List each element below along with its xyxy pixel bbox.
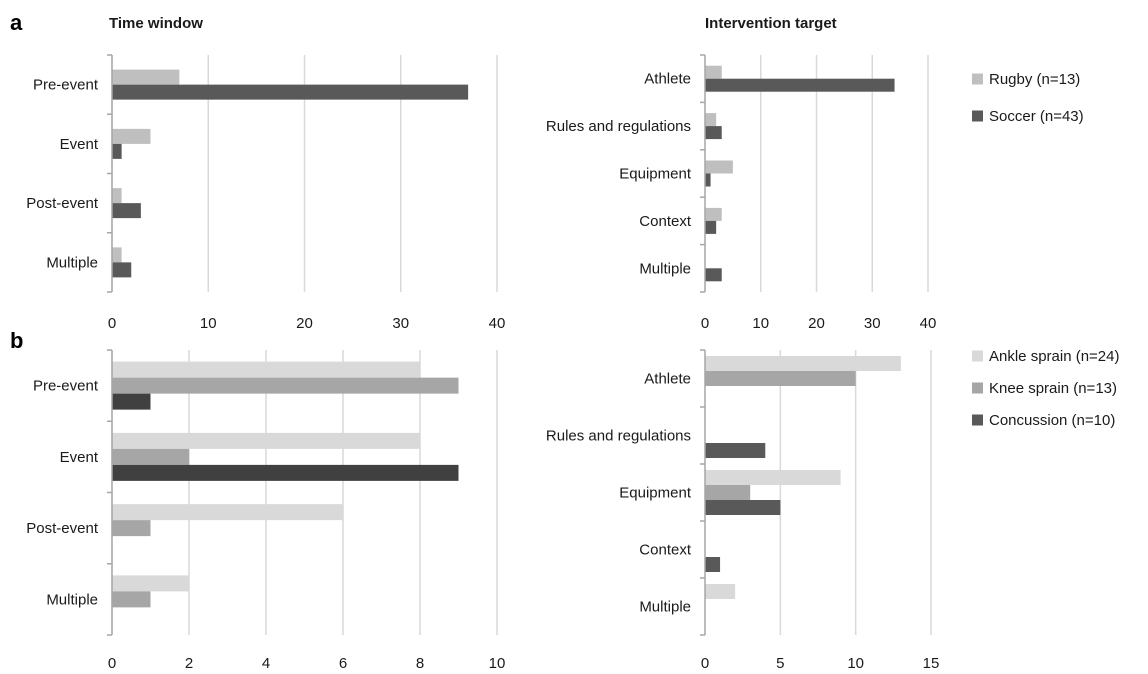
legend-swatch [972,73,983,85]
bar [705,371,856,386]
bar [705,207,722,221]
bar [705,173,711,187]
category-label: Equipment [619,166,692,183]
tick-label: 0 [108,315,116,332]
tick-label: 15 [923,655,940,672]
tick-label: 30 [392,315,409,332]
bar [705,443,766,458]
tick-label: 30 [864,315,881,332]
bar [112,84,469,100]
bar [705,126,722,140]
tick-label: 10 [200,315,217,332]
category-label: Multiple [639,599,691,616]
tick-label: 10 [489,655,506,672]
bar [112,143,122,159]
bar [112,393,151,410]
bar [705,65,722,79]
bar [112,504,343,521]
tick-label: 20 [296,315,313,332]
legend-label: Rugby (n=13) [989,71,1080,88]
bar [705,160,733,174]
chart-title: Intervention target [705,15,837,32]
bar [112,377,459,394]
bar [705,220,717,234]
category-label: Context [639,542,692,559]
category-label: Event [60,449,99,466]
tick-label: 5 [776,655,784,672]
panel-letter-b: b [10,328,23,353]
legend-swatch [972,414,983,426]
bar [705,113,717,127]
bar [112,188,122,204]
legend-swatch [972,350,983,362]
bar [112,361,420,378]
bar [705,500,781,515]
bar [705,356,901,371]
category-label: Multiple [639,260,691,277]
category-label: Post-event [26,520,99,537]
chart-b-time: Pre-event Event Post-event Multiple 0 2 4 6 8 10 [26,349,506,672]
bar [112,448,189,465]
tick-label: 0 [701,315,709,332]
tick-label: 10 [752,315,769,332]
bar [705,470,841,485]
bar [112,128,151,144]
panel-letter-a: a [10,10,23,35]
tick-label: 10 [847,655,864,672]
category-label: Pre-event [33,378,99,395]
tick-label: 4 [262,655,270,672]
chart-a-time: Time window Pre-event Event Post-event Multi… [26,15,505,332]
category-label: Multiple [46,591,98,608]
bar [705,557,721,572]
category-label: Rules and regulations [546,118,691,135]
bar [112,432,420,449]
bar [112,520,151,537]
tick-label: 8 [416,655,424,672]
legend-label: Concussion (n=10) [989,412,1115,429]
chart-b-target: Athlete Rules and regulations Equipment Con… [546,348,1120,672]
legend-label: Soccer (n=43) [989,108,1084,125]
legend-label: Ankle sprain (n=24) [989,348,1120,365]
tick-label: 2 [185,655,193,672]
legend-swatch [972,110,983,122]
category-label: Pre-event [33,77,99,94]
bar [112,464,459,481]
category-label: Multiple [46,254,98,271]
chart-title: Time window [109,15,203,32]
bar [705,485,751,500]
category-label: Athlete [644,71,691,88]
bar [705,584,736,599]
tick-label: 0 [701,655,709,672]
category-label: Equipment [619,485,692,502]
bar [705,78,895,92]
category-label: Athlete [644,371,691,388]
category-label: Post-event [26,195,99,212]
chart-a-target: Intervention target Athlete Rules and regu… [546,15,1084,332]
category-label: Context [639,213,692,230]
legend-label: Knee sprain (n=13) [989,380,1117,397]
bar [112,203,141,219]
tick-label: 40 [489,315,506,332]
bar [112,262,132,278]
bar [705,268,722,282]
tick-label: 20 [808,315,825,332]
tick-label: 6 [339,655,347,672]
bar [112,591,151,608]
bar [112,69,180,85]
bar [112,575,189,592]
category-label: Rules and regulations [546,428,691,445]
legend-swatch [972,382,983,394]
bar [112,247,122,263]
tick-label: 40 [920,315,937,332]
category-label: Event [60,136,99,153]
tick-label: 0 [108,655,116,672]
